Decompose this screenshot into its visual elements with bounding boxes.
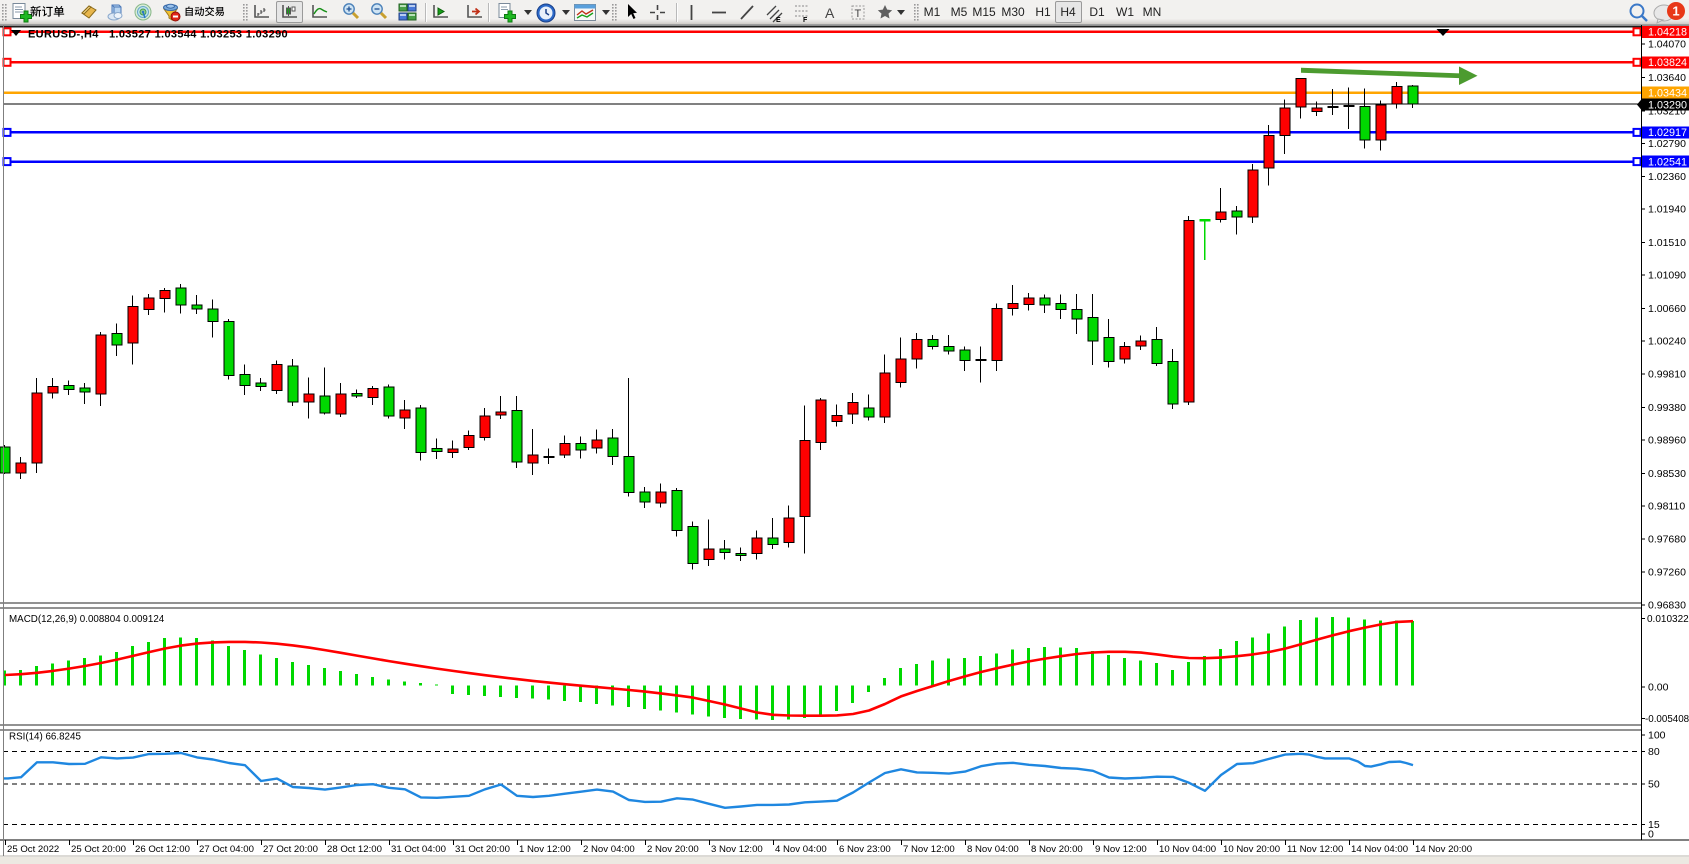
svg-text:1.03434: 1.03434: [1648, 87, 1687, 99]
svg-text:26 Oct 12:00: 26 Oct 12:00: [135, 844, 190, 855]
svg-text:10 Nov 04:00: 10 Nov 04:00: [1159, 844, 1216, 855]
svg-text:MACD(12,26,9) 0.008804 0.00912: MACD(12,26,9) 0.008804 0.009124: [9, 614, 165, 625]
svg-text:1.02541: 1.02541: [1648, 156, 1687, 168]
svg-text:3 Nov 12:00: 3 Nov 12:00: [711, 844, 763, 855]
svg-text:14 Nov 20:00: 14 Nov 20:00: [1415, 844, 1472, 855]
svg-text:0.98110: 0.98110: [1648, 500, 1685, 512]
svg-text:1.04218: 1.04218: [1648, 27, 1687, 39]
svg-text:1.00660: 1.00660: [1648, 303, 1686, 315]
svg-text:0.00: 0.00: [1648, 682, 1669, 694]
svg-text:1.02917: 1.02917: [1648, 127, 1687, 139]
svg-text:6 Nov 23:00: 6 Nov 23:00: [839, 844, 891, 855]
svg-text:A: A: [825, 5, 835, 21]
svg-text:0.98530: 0.98530: [1648, 468, 1686, 480]
svg-text:F: F: [803, 17, 808, 23]
svg-text:0.99810: 0.99810: [1648, 369, 1686, 381]
svg-text:0: 0: [1648, 829, 1654, 841]
svg-text:0.97260: 0.97260: [1648, 566, 1686, 578]
svg-text:1.01090: 1.01090: [1648, 270, 1686, 282]
svg-text:31 Oct 20:00: 31 Oct 20:00: [455, 844, 510, 855]
svg-text:1.03640: 1.03640: [1648, 72, 1686, 84]
svg-text:2 Nov 04:00: 2 Nov 04:00: [583, 844, 635, 855]
svg-text:0.97680: 0.97680: [1648, 534, 1686, 546]
svg-text:7 Nov 12:00: 7 Nov 12:00: [903, 844, 955, 855]
svg-text:1 Nov 12:00: 1 Nov 12:00: [519, 844, 571, 855]
svg-text:T: T: [855, 8, 862, 20]
svg-text:9 Nov 12:00: 9 Nov 12:00: [1095, 844, 1147, 855]
svg-text:31 Oct 04:00: 31 Oct 04:00: [391, 844, 446, 855]
svg-text:11 Nov 12:00: 11 Nov 12:00: [1287, 844, 1343, 855]
svg-text:1.02790: 1.02790: [1648, 138, 1686, 150]
svg-text:0.010322: 0.010322: [1647, 614, 1689, 625]
svg-text:8 Nov 04:00: 8 Nov 04:00: [967, 844, 1019, 855]
svg-text:28 Oct 12:00: 28 Oct 12:00: [327, 844, 382, 855]
svg-text:80: 80: [1648, 746, 1660, 758]
svg-text:1.00240: 1.00240: [1648, 335, 1686, 347]
svg-text:E: E: [776, 17, 781, 23]
svg-text:0.99380: 0.99380: [1648, 402, 1686, 414]
svg-text:-0.005408: -0.005408: [1645, 714, 1689, 725]
svg-text:1: 1: [1672, 4, 1679, 19]
svg-text:100: 100: [1648, 730, 1666, 742]
svg-text:27 Oct 20:00: 27 Oct 20:00: [263, 844, 318, 855]
svg-text:RSI(14) 66.8245: RSI(14) 66.8245: [9, 732, 81, 743]
svg-text:1.03824: 1.03824: [1648, 57, 1687, 69]
svg-text:4 Nov 04:00: 4 Nov 04:00: [775, 844, 827, 855]
svg-text:1.01940: 1.01940: [1648, 204, 1686, 216]
svg-text:27 Oct 04:00: 27 Oct 04:00: [199, 844, 254, 855]
svg-text:1.02360: 1.02360: [1648, 171, 1686, 183]
svg-text:15: 15: [1648, 819, 1660, 831]
svg-text:14 Nov 04:00: 14 Nov 04:00: [1351, 844, 1408, 855]
svg-text:25 Oct 20:00: 25 Oct 20:00: [71, 844, 126, 855]
svg-text:2 Nov 20:00: 2 Nov 20:00: [647, 844, 699, 855]
svg-text:1.01510: 1.01510: [1648, 237, 1686, 249]
svg-text:EURUSD-,H4 1.03527 1.03544 1: EURUSD-,H4 1.03527 1.03544 1.03253 1.032…: [28, 28, 288, 40]
svg-text:0.96830: 0.96830: [1648, 600, 1686, 612]
svg-text:25 Oct 2022: 25 Oct 2022: [7, 844, 59, 855]
svg-text:0.98960: 0.98960: [1648, 435, 1686, 447]
svg-text:1.04070: 1.04070: [1648, 39, 1686, 51]
svg-text:8 Nov 20:00: 8 Nov 20:00: [1031, 844, 1083, 855]
svg-text:1.03290: 1.03290: [1648, 99, 1687, 111]
svg-text:10 Nov 20:00: 10 Nov 20:00: [1223, 844, 1280, 855]
svg-text:50: 50: [1648, 778, 1660, 790]
